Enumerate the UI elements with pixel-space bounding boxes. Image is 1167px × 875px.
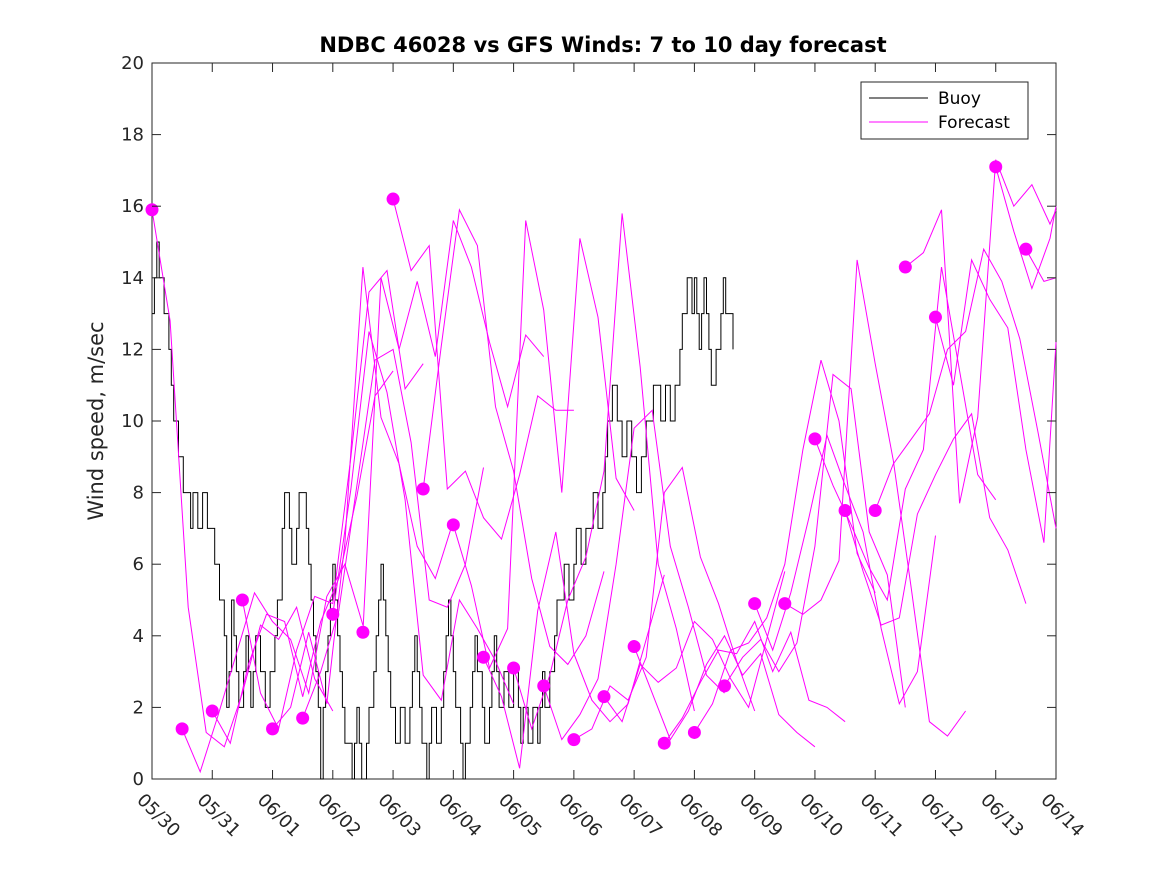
x-tick-label: 06/01 <box>253 790 305 842</box>
forecast-marker <box>175 722 189 736</box>
forecast-line <box>1025 248 1057 282</box>
x-tick-label: 06/12 <box>916 790 968 842</box>
forecast-line <box>241 269 424 731</box>
y-axis-ticks: 0 2 4 6 8 10 12 14 16 18 20 <box>121 53 1056 790</box>
forecast-line <box>784 259 967 737</box>
forecast-line <box>754 433 936 706</box>
forecast-marker <box>748 597 762 611</box>
forecast-marker <box>868 504 882 517</box>
forecast-marker <box>416 482 430 496</box>
forecast-markers <box>145 160 1033 750</box>
x-tick-label: 06/09 <box>735 790 787 842</box>
forecast-marker <box>235 593 249 607</box>
forecast-marker <box>507 661 521 675</box>
y-tick-label: 16 <box>121 196 144 217</box>
x-tick-label: 06/08 <box>675 790 727 842</box>
forecast-line <box>904 159 1057 504</box>
x-tick-label: 06/07 <box>615 790 667 842</box>
forecast-marker <box>627 640 641 654</box>
forecast-line <box>663 620 846 744</box>
x-tick-label: 06/13 <box>976 790 1028 842</box>
chart-title: NDBC 46028 vs GFS Winds: 7 to 10 day for… <box>319 33 886 57</box>
y-axis-label: Wind speed, m/sec <box>84 321 108 520</box>
x-tick-label: 06/02 <box>313 790 365 842</box>
forecast-marker <box>296 711 310 725</box>
forecast-line <box>513 213 695 731</box>
forecast-line <box>995 166 1057 291</box>
axes-box <box>151 62 1057 780</box>
x-tick-label: 06/14 <box>1036 790 1088 842</box>
buoy-series <box>152 241 734 780</box>
legend-box <box>860 81 1029 140</box>
forecast-line <box>181 562 364 774</box>
forecast-marker <box>446 518 460 532</box>
forecast-marker <box>838 504 852 517</box>
x-tick-label: 06/06 <box>554 790 606 842</box>
forecast-line <box>633 634 816 748</box>
forecast-marker <box>476 650 490 664</box>
y-tick-label: 18 <box>121 125 144 146</box>
forecast-line <box>874 247 1057 529</box>
legend-label-forecast: Forecast <box>938 113 1010 133</box>
forecast-marker <box>537 679 551 693</box>
forecast-marker <box>266 722 280 736</box>
forecast-marker <box>205 704 219 718</box>
forecast-marker <box>145 203 159 217</box>
y-tick-label: 0 <box>133 769 144 790</box>
forecast-line <box>272 267 454 730</box>
forecast-line <box>392 198 574 541</box>
forecast-line <box>452 220 635 670</box>
x-tick-label: 06/03 <box>374 790 426 842</box>
forecast-marker <box>989 160 1003 174</box>
forecast-marker <box>597 690 611 704</box>
forecast-line <box>362 220 545 633</box>
forecast-marker <box>778 597 792 611</box>
forecast-line <box>844 412 1027 626</box>
forecast-marker <box>687 725 701 739</box>
forecast-marker <box>928 310 942 324</box>
y-tick-label: 4 <box>133 626 144 647</box>
forecast-series-group <box>151 159 1057 774</box>
forecast-marker <box>718 679 732 693</box>
y-tick-label: 8 <box>133 483 144 504</box>
forecast-marker <box>386 192 400 206</box>
buoy-line <box>152 241 734 780</box>
x-tick-label: 06/10 <box>795 790 847 842</box>
y-tick-label: 10 <box>121 411 144 432</box>
forecast-line <box>302 348 484 719</box>
y-tick-label: 20 <box>121 53 144 74</box>
x-tick-label: 05/30 <box>132 790 184 842</box>
y-tick-label: 2 <box>133 697 144 718</box>
forecast-marker <box>326 607 340 621</box>
legend-label-buoy: Buoy <box>938 89 981 109</box>
forecast-line <box>603 571 786 723</box>
forecast-marker <box>808 432 822 446</box>
y-tick-label: 12 <box>121 339 144 360</box>
x-tick-label: 06/05 <box>494 790 546 842</box>
forecast-marker <box>567 733 581 747</box>
legend: Buoy Forecast <box>860 81 1029 140</box>
x-tick-label: 06/04 <box>434 790 486 842</box>
forecast-marker <box>1019 242 1033 256</box>
forecast-line <box>211 370 394 745</box>
plot-area <box>145 62 1057 780</box>
x-tick-label: 06/11 <box>856 790 908 842</box>
y-tick-label: 6 <box>133 554 144 575</box>
forecast-line <box>543 409 725 741</box>
x-tick-label: 05/31 <box>193 790 245 842</box>
forecast-line <box>724 373 906 708</box>
forecast-marker <box>898 260 912 274</box>
y-tick-label: 14 <box>121 268 144 289</box>
forecast-marker <box>356 625 370 639</box>
forecast-line <box>935 258 1057 543</box>
forecast-marker <box>657 736 671 750</box>
